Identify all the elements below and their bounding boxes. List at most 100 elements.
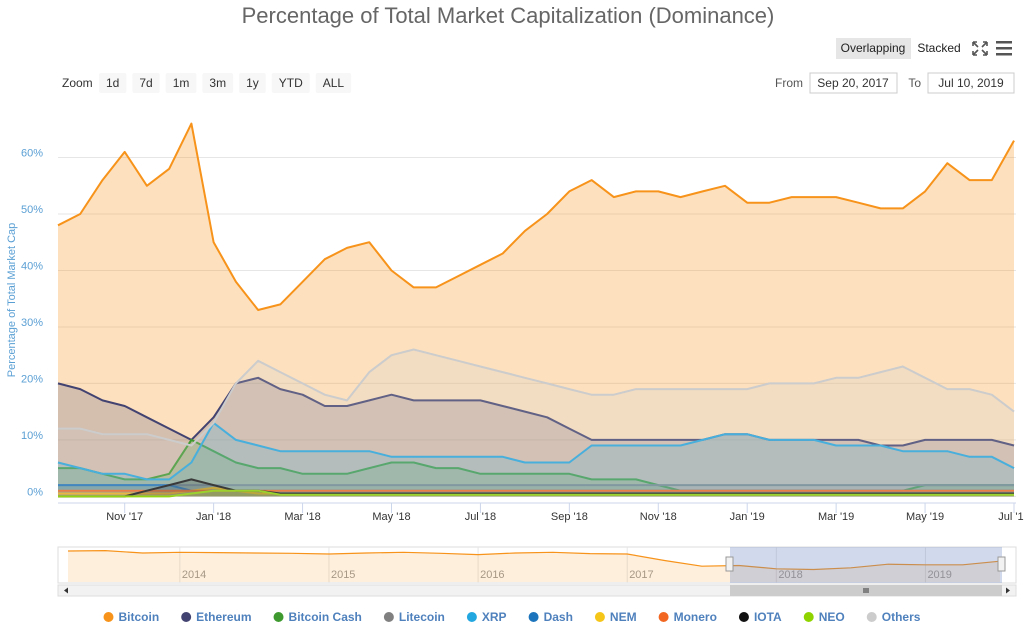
legend: Bitcoin Ethereum Bitcoin Cash Litecoin XRP Da… xyxy=(103,610,921,624)
y-tick-label: 40% xyxy=(21,260,43,272)
navigator-label: 2015 xyxy=(331,569,355,581)
scrollbar-track[interactable] xyxy=(57,584,1017,597)
legend-label[interactable]: Litecoin xyxy=(399,610,445,624)
legend-symbol xyxy=(528,612,539,622)
scroll-left[interactable] xyxy=(64,587,68,594)
legend-label[interactable]: NEM xyxy=(610,610,637,624)
legend-item[interactable]: Others xyxy=(866,610,921,624)
mode-button[interactable]: Overlapping xyxy=(841,41,906,55)
legend-label[interactable]: Others xyxy=(882,610,921,624)
legend-item[interactable]: XRP xyxy=(466,610,507,624)
range-button[interactable]: 1y xyxy=(239,73,266,93)
date-input[interactable] xyxy=(927,72,1015,94)
button-bg xyxy=(99,73,127,93)
date-input[interactable] xyxy=(809,72,898,94)
navigator-label: 2017 xyxy=(629,569,653,581)
navigator-label: 2018 xyxy=(778,569,802,581)
from-date[interactable]: Sep 20, 2017 xyxy=(817,76,889,90)
legend-label[interactable]: NEO xyxy=(819,610,845,624)
legend-label[interactable]: Bitcoin Cash xyxy=(289,610,362,624)
area xyxy=(58,377,1014,497)
legend-item[interactable]: NEO xyxy=(803,610,845,624)
legend-symbol xyxy=(658,612,669,622)
button-label[interactable]: 1y xyxy=(246,76,259,90)
range-button[interactable]: ALL xyxy=(315,73,352,93)
range-button[interactable]: 7d xyxy=(132,73,160,93)
legend-label[interactable]: IOTA xyxy=(754,610,782,624)
scroll-right[interactable] xyxy=(1006,587,1010,594)
y-tick-label: 60% xyxy=(21,147,43,159)
menu-icon[interactable] xyxy=(996,41,1012,56)
navigator-label: 2014 xyxy=(182,569,206,581)
x-tick-label: May '19 xyxy=(906,511,944,523)
legend-item[interactable]: IOTA xyxy=(738,610,782,624)
legend-item[interactable]: Dash xyxy=(528,610,573,624)
to-label: To xyxy=(908,76,921,90)
mode-button[interactable]: Stacked xyxy=(917,41,960,55)
line xyxy=(58,489,1014,498)
x-tick-label: Mar '19 xyxy=(818,511,854,523)
navigator-label: 2019 xyxy=(927,569,951,581)
button-bg xyxy=(239,73,266,93)
legend-symbol xyxy=(273,612,284,622)
button-bg xyxy=(315,73,352,93)
range-button[interactable]: YTD xyxy=(271,73,310,93)
range-button[interactable]: 1d xyxy=(99,73,127,93)
legend-item[interactable]: Litecoin xyxy=(383,610,445,624)
to-date[interactable]: Jul 10, 2019 xyxy=(938,76,1004,90)
x-tick-label: Jan '19 xyxy=(730,511,765,523)
area xyxy=(68,550,1000,582)
area xyxy=(58,349,1014,497)
line xyxy=(67,550,1001,571)
area xyxy=(58,422,1014,497)
legend-item[interactable]: Ethereum xyxy=(181,610,252,624)
button-label[interactable]: 3m xyxy=(209,76,226,90)
x-tick-label: Jul '18 xyxy=(465,511,496,523)
line xyxy=(57,122,1015,311)
button-label[interactable]: ALL xyxy=(323,76,345,90)
navigator-handle[interactable] xyxy=(997,556,1006,572)
navigator-handle[interactable] xyxy=(725,556,734,572)
y-tick-label: 20% xyxy=(21,373,43,385)
x-tick-label: Nov '18 xyxy=(640,511,677,523)
legend-label[interactable]: XRP xyxy=(482,610,507,624)
y-axis-label: Percentage of Total Market Cap xyxy=(6,223,18,378)
legend-item[interactable]: Bitcoin xyxy=(103,610,160,624)
x-tick-label: Nov '17 xyxy=(106,511,143,523)
legend-label[interactable]: Dash xyxy=(544,610,573,624)
legend-item[interactable]: Monero xyxy=(658,610,717,624)
line xyxy=(57,376,1015,447)
y-tick-label: 10% xyxy=(21,430,43,442)
line xyxy=(58,348,1015,447)
button-label[interactable]: 1m xyxy=(173,76,190,90)
legend-symbol xyxy=(383,612,394,622)
legend-symbol xyxy=(803,612,814,622)
fullscreen-icon[interactable] xyxy=(972,41,988,56)
line xyxy=(57,421,1015,481)
button-bg xyxy=(132,73,160,93)
mode-button-bg[interactable] xyxy=(836,38,911,59)
legend-label[interactable]: Ethereum xyxy=(196,610,251,624)
range-button[interactable]: 1m xyxy=(165,73,197,93)
button-label[interactable]: 7d xyxy=(139,76,152,90)
legend-label[interactable]: Monero xyxy=(674,610,717,624)
button-label[interactable]: 1d xyxy=(106,76,119,90)
line xyxy=(58,478,1014,498)
y-tick-label: 30% xyxy=(21,317,43,329)
legend-item[interactable]: Bitcoin Cash xyxy=(273,610,362,624)
button-label[interactable]: YTD xyxy=(279,76,303,90)
x-tick-label: Mar '18 xyxy=(284,511,320,523)
button-bg xyxy=(165,73,197,93)
legend-item[interactable]: NEM xyxy=(594,610,637,624)
y-tick-label: 50% xyxy=(21,204,43,216)
legend-label[interactable]: Bitcoin xyxy=(119,610,160,624)
legend-symbol xyxy=(181,612,192,622)
legend-symbol xyxy=(738,612,749,622)
range-button[interactable]: 3m xyxy=(202,73,234,93)
x-tick-label: Jan '18 xyxy=(196,511,231,523)
legend-symbol xyxy=(866,612,877,622)
scroll-grip xyxy=(863,588,869,593)
navigator-selection[interactable] xyxy=(730,547,1002,583)
